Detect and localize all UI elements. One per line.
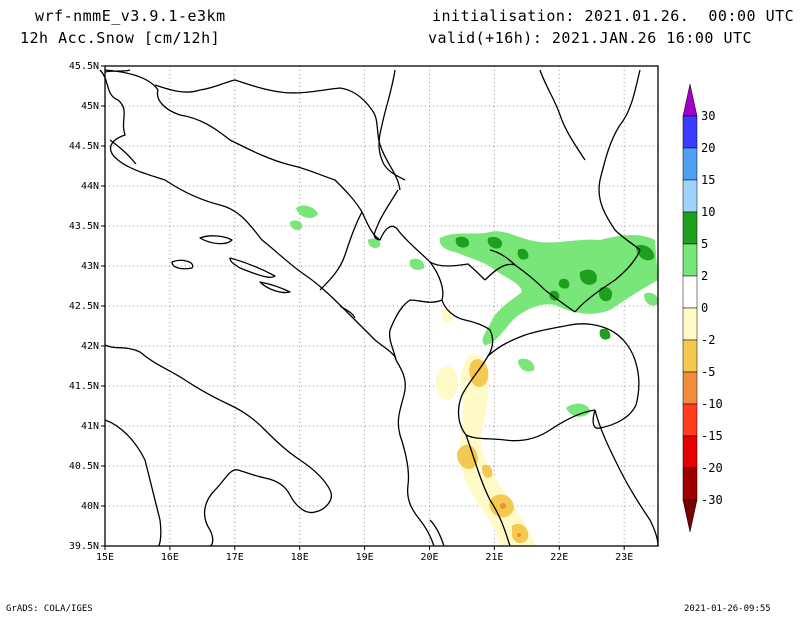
colorbar-segment xyxy=(682,115,698,149)
coastlines-and-borders xyxy=(99,69,659,547)
colorbar-segment xyxy=(682,403,698,437)
colorbar-label: 20 xyxy=(701,141,715,155)
colorbar-segment xyxy=(682,371,698,405)
colorbar-segment xyxy=(682,307,698,341)
colorbar-label: -30 xyxy=(701,493,723,507)
lon-tick-label: 19E xyxy=(356,552,374,563)
longitude-axis: 15E 16E 17E 18E 19E 20E 21E 22E 23E xyxy=(96,546,633,563)
lat-tick-label: 45N xyxy=(81,101,99,112)
colorbar-segment xyxy=(682,275,698,309)
colorbar-label: 15 xyxy=(701,173,715,187)
lat-tick-label: 40.5N xyxy=(69,461,99,472)
init-time: initialisation: 2021.01.26. 00:00 UTC xyxy=(432,7,795,25)
colorbar-segment xyxy=(682,467,698,501)
colorbar-segment xyxy=(682,339,698,373)
lon-tick-label: 20E xyxy=(420,552,438,563)
lon-tick-label: 17E xyxy=(226,552,244,563)
field-title: 12h Acc.Snow [cm/12h] xyxy=(20,29,221,47)
lat-tick-label: 41N xyxy=(81,421,99,432)
lat-tick-label: 44N xyxy=(81,181,99,192)
colorbar-label: -15 xyxy=(701,429,723,443)
lat-tick-label: 41.5N xyxy=(69,381,99,392)
colorbar-segment xyxy=(682,243,698,277)
colorbar-label: 30 xyxy=(701,109,715,123)
footer-timestamp: 2021-01-26-09:55 xyxy=(684,604,771,614)
lon-tick-label: 23E xyxy=(615,552,633,563)
colorbar-label: -10 xyxy=(701,397,723,411)
colorbar-label: 5 xyxy=(701,237,708,251)
latitude-axis: 45.5N 45N 44.5N 44N 43.5N 43N 42.5N 42N 41.5N 41N… xyxy=(69,61,105,552)
lat-tick-label: 42N xyxy=(81,341,99,352)
lat-tick-label: 42.5N xyxy=(69,301,99,312)
colorbar-label: 2 xyxy=(701,269,708,283)
colorbar-segment xyxy=(682,435,698,469)
colorbar-top-arrow xyxy=(682,83,698,117)
lon-tick-label: 22E xyxy=(550,552,568,563)
colorbar-label: 0 xyxy=(701,301,708,315)
colorbar-segment xyxy=(682,211,698,245)
colorbar-label: -20 xyxy=(701,461,723,475)
colorbar-bottom-arrow xyxy=(682,499,698,533)
colorbar-segment xyxy=(682,147,698,181)
lon-tick-label: 16E xyxy=(161,552,179,563)
model-title: wrf-nmmE_v3.9.1-e3km xyxy=(35,7,226,25)
colorbar-label: -2 xyxy=(701,333,715,347)
colorbar-label: -5 xyxy=(701,365,715,379)
colorbar-segment xyxy=(682,179,698,213)
lat-tick-label: 43N xyxy=(81,261,99,272)
map-gridlines xyxy=(105,66,658,546)
lat-tick-label: 44.5N xyxy=(69,141,99,152)
lat-tick-label: 39.5N xyxy=(69,541,99,552)
valid-time: valid(+16h): 2021.JAN.26 16:00 UTC xyxy=(428,29,753,47)
lon-tick-label: 15E xyxy=(96,552,114,563)
colorbar-label: 10 xyxy=(701,205,715,219)
snow-fields xyxy=(290,205,659,546)
lon-tick-label: 18E xyxy=(291,552,309,563)
lon-tick-label: 21E xyxy=(485,552,503,563)
lat-tick-label: 43.5N xyxy=(69,221,99,232)
lat-tick-label: 40N xyxy=(81,501,99,512)
lat-tick-label: 45.5N xyxy=(69,61,99,72)
footer-credit: GrADS: COLA/IGES xyxy=(6,604,93,614)
